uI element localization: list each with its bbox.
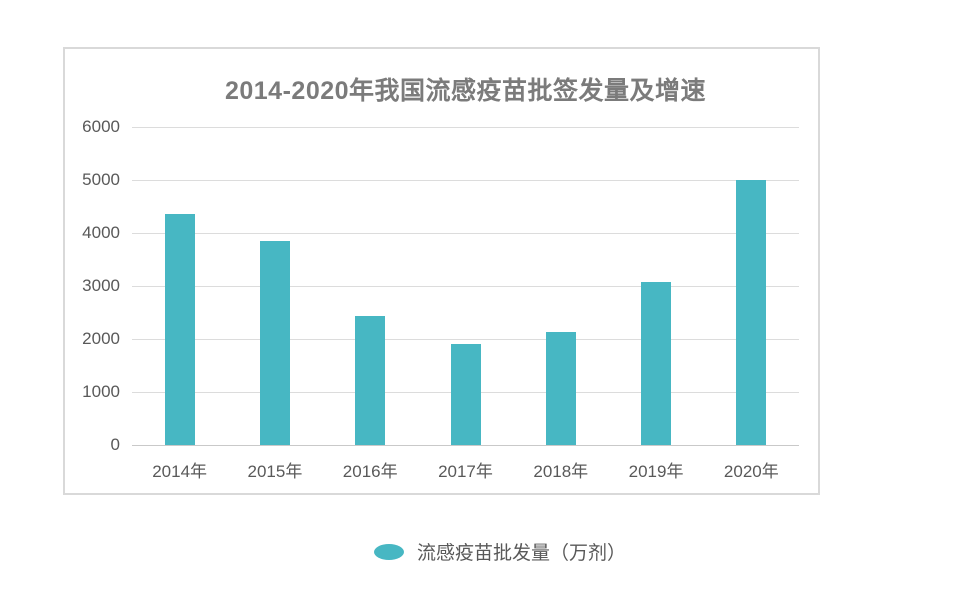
bar-2018年 [545, 332, 576, 445]
x-axis-label-2020年: 2020年 [723, 462, 779, 481]
legend-label: 流感疫苗批发量（万剂） [416, 543, 626, 564]
legend-marker-icon [373, 543, 404, 560]
bar-2019年 [641, 281, 672, 445]
x-axis-label-2017年: 2017年 [438, 462, 493, 481]
bar-2014年 [164, 213, 195, 445]
y-axis-tick-label-5000: 5000 [82, 170, 120, 189]
x-axis-line [132, 444, 799, 446]
legend-item: 流感疫苗批发量（万剂） [373, 538, 626, 565]
x-axis-label-2016年: 2016年 [342, 462, 398, 481]
plot-area: 0 1000 2000 3000 4000 5000 6000 2014年 2015年 2016年… [82, 118, 799, 481]
y-axis-tick-label-3000: 3000 [82, 276, 120, 295]
chart-title: 2014-2020年我国流感疫苗批签发量及增速 [224, 77, 707, 105]
legend: 流感疫苗批发量（万剂） [0, 538, 960, 565]
gridline-2000 [132, 338, 799, 340]
bar-2016年 [355, 316, 386, 445]
y-axis-tick-label-4000: 4000 [82, 223, 120, 242]
x-axis-label-2014年: 2014年 [152, 462, 208, 481]
gridline-5000 [132, 179, 799, 181]
y-axis-tick-label-6000: 6000 [82, 117, 120, 136]
chart-card: 2014-2020年我国流感疫苗批签发量及增速 0 1000 2000 3000 400… [63, 47, 820, 495]
x-axis-label-2019年: 2019年 [628, 462, 684, 481]
bar-2020年 [736, 179, 767, 445]
y-axis-tick-label-1000: 1000 [82, 382, 120, 401]
bar-2017年 [450, 343, 481, 445]
x-axis-label-2015年: 2015年 [247, 462, 303, 481]
y-axis-tick-label-0: 0 [110, 435, 120, 454]
gridline-4000 [132, 232, 799, 234]
x-axis-label-2018年: 2018年 [533, 462, 589, 481]
y-axis-tick-label-2000: 2000 [82, 329, 120, 348]
gridline-3000 [132, 285, 799, 287]
gridline-6000 [132, 126, 799, 128]
bar-2015年 [259, 241, 290, 445]
